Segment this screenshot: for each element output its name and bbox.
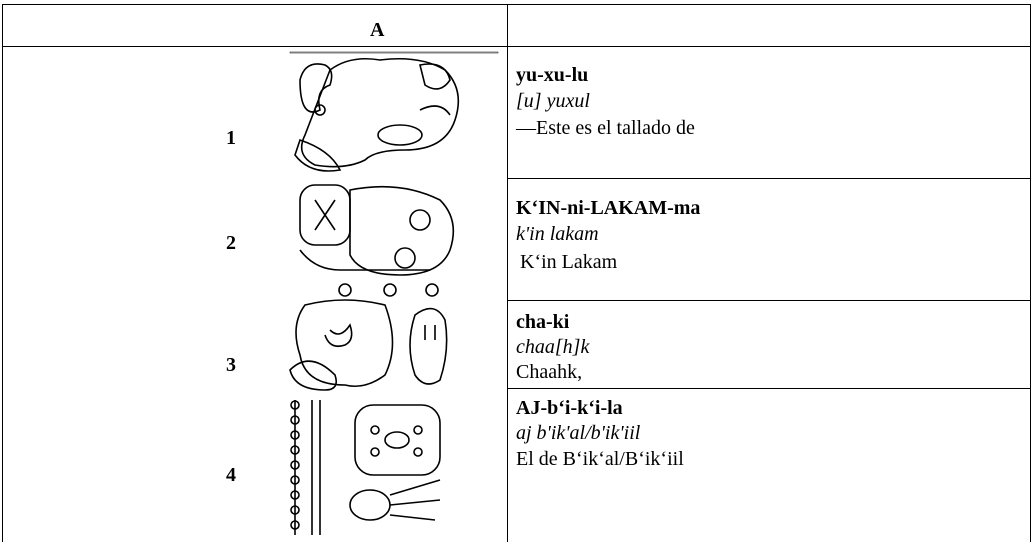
row-number: 3 xyxy=(226,354,236,376)
translation: —Este es el tallado de xyxy=(516,117,695,139)
row-number: 2 xyxy=(226,232,236,254)
row-number: 1 xyxy=(226,127,236,149)
table-border xyxy=(1030,4,1031,542)
row-border xyxy=(507,178,1031,179)
transcription: aj b'ik'al/b'ik'iil xyxy=(516,422,641,444)
row-border xyxy=(507,300,1031,301)
table-border xyxy=(2,4,3,542)
table-border xyxy=(507,4,508,542)
table-border xyxy=(2,46,1031,47)
translation: Chaahk, xyxy=(516,361,583,383)
column-header: A xyxy=(370,19,385,41)
transcription: k'in lakam xyxy=(516,223,599,245)
row-number: 4 xyxy=(226,464,236,486)
table-border xyxy=(2,4,1031,5)
row-border xyxy=(507,388,1031,389)
transcription: [u] yuxul xyxy=(516,90,590,112)
transcription: chaa[h]k xyxy=(516,336,590,358)
translation: K‘in Lakam xyxy=(520,251,618,273)
transliteration: yu-xu-lu xyxy=(516,64,589,86)
translation: El de B‘ik‘al/B‘ik‘iil xyxy=(516,448,684,470)
transliteration: K‘IN-ni-LAKAM-ma xyxy=(516,197,701,219)
transliteration: cha-ki xyxy=(516,311,570,333)
transliteration: AJ-b‘i-k‘i-la xyxy=(516,397,623,419)
